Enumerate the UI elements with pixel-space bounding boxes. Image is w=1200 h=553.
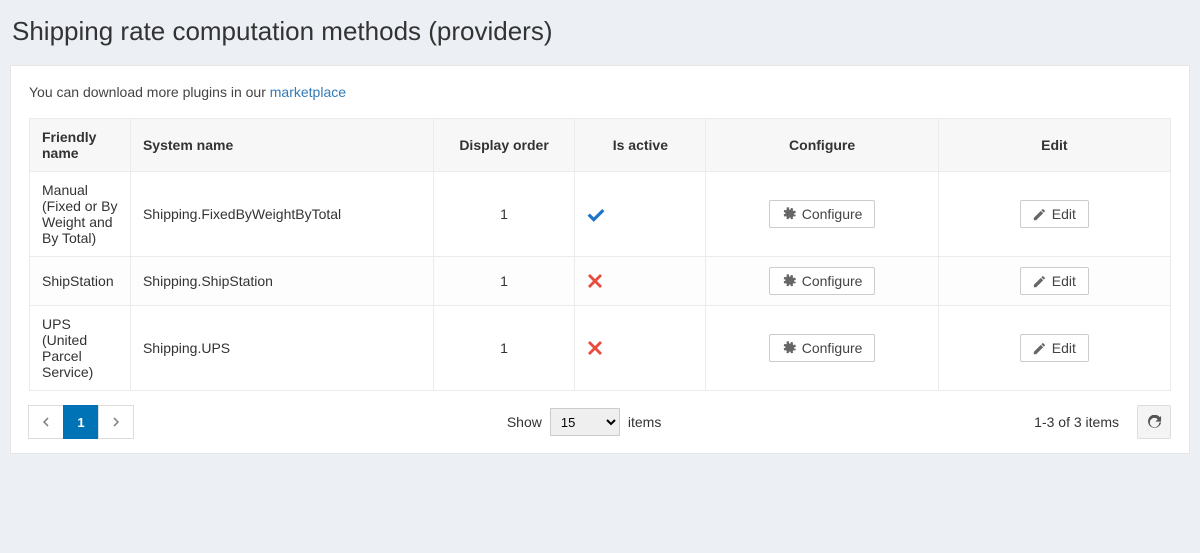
chevron-left-icon [42,417,50,427]
configure-button-label: Configure [802,340,863,356]
cell-display-order: 1 [433,257,574,306]
cell-edit: Edit [938,306,1170,391]
page-size-control: Show 15 items [507,408,661,436]
configure-button[interactable]: Configure [769,267,876,295]
table-row: ShipStationShipping.ShipStation1 Configur… [30,257,1171,306]
configure-button-label: Configure [802,206,863,222]
marketplace-hint: You can download more plugins in our mar… [29,84,1171,100]
providers-table: Friendly name System name Display order … [29,118,1171,391]
cell-system-name: Shipping.ShipStation [130,257,433,306]
cell-is-active [575,172,706,257]
hint-prefix: You can download more plugins in our [29,84,270,100]
refresh-button[interactable] [1137,405,1171,439]
gear-icon [782,274,796,288]
pager-prev-button[interactable] [28,405,64,439]
chevron-right-icon [112,417,120,427]
cell-configure: Configure [706,306,938,391]
gear-icon [782,207,796,221]
check-icon [587,205,605,223]
refresh-icon [1147,415,1162,430]
edit-button-label: Edit [1052,206,1076,222]
cross-icon [587,273,603,289]
gear-icon [782,341,796,355]
cell-friendly-name: ShipStation [30,257,131,306]
edit-button[interactable]: Edit [1020,267,1089,295]
col-display-order: Display order [433,119,574,172]
configure-button[interactable]: Configure [769,334,876,362]
cell-system-name: Shipping.FixedByWeightByTotal [130,172,433,257]
cell-display-order: 1 [433,306,574,391]
pager-page-1[interactable]: 1 [63,405,99,439]
col-is-active: Is active [575,119,706,172]
cell-display-order: 1 [433,172,574,257]
table-row: Manual (Fixed or By Weight and By Total)… [30,172,1171,257]
cell-system-name: Shipping.UPS [130,306,433,391]
table-row: UPS (United Parcel Service)Shipping.UPS1… [30,306,1171,391]
cross-icon [587,340,603,356]
pencil-icon [1033,208,1046,221]
page-size-select[interactable]: 15 [550,408,620,436]
grid-footer: 1 Show 15 items 1-3 of 3 items [29,405,1171,439]
show-label: Show [507,414,542,430]
cell-configure: Configure [706,172,938,257]
cell-edit: Edit [938,257,1170,306]
cell-configure: Configure [706,257,938,306]
edit-button-label: Edit [1052,340,1076,356]
col-system-name: System name [130,119,433,172]
cell-edit: Edit [938,172,1170,257]
items-label: items [628,414,661,430]
items-range-text: 1-3 of 3 items [1034,414,1119,430]
edit-button[interactable]: Edit [1020,200,1089,228]
marketplace-link[interactable]: marketplace [270,84,346,100]
page-title: Shipping rate computation methods (provi… [12,16,1190,47]
col-friendly-name: Friendly name [30,119,131,172]
cell-friendly-name: Manual (Fixed or By Weight and By Total) [30,172,131,257]
pencil-icon [1033,342,1046,355]
providers-panel: You can download more plugins in our mar… [10,65,1190,454]
pager: 1 [29,405,134,439]
col-edit: Edit [938,119,1170,172]
configure-button[interactable]: Configure [769,200,876,228]
cell-friendly-name: UPS (United Parcel Service) [30,306,131,391]
cell-is-active [575,306,706,391]
edit-button-label: Edit [1052,273,1076,289]
cell-is-active [575,257,706,306]
configure-button-label: Configure [802,273,863,289]
edit-button[interactable]: Edit [1020,334,1089,362]
pager-next-button[interactable] [98,405,134,439]
col-configure: Configure [706,119,938,172]
pencil-icon [1033,275,1046,288]
